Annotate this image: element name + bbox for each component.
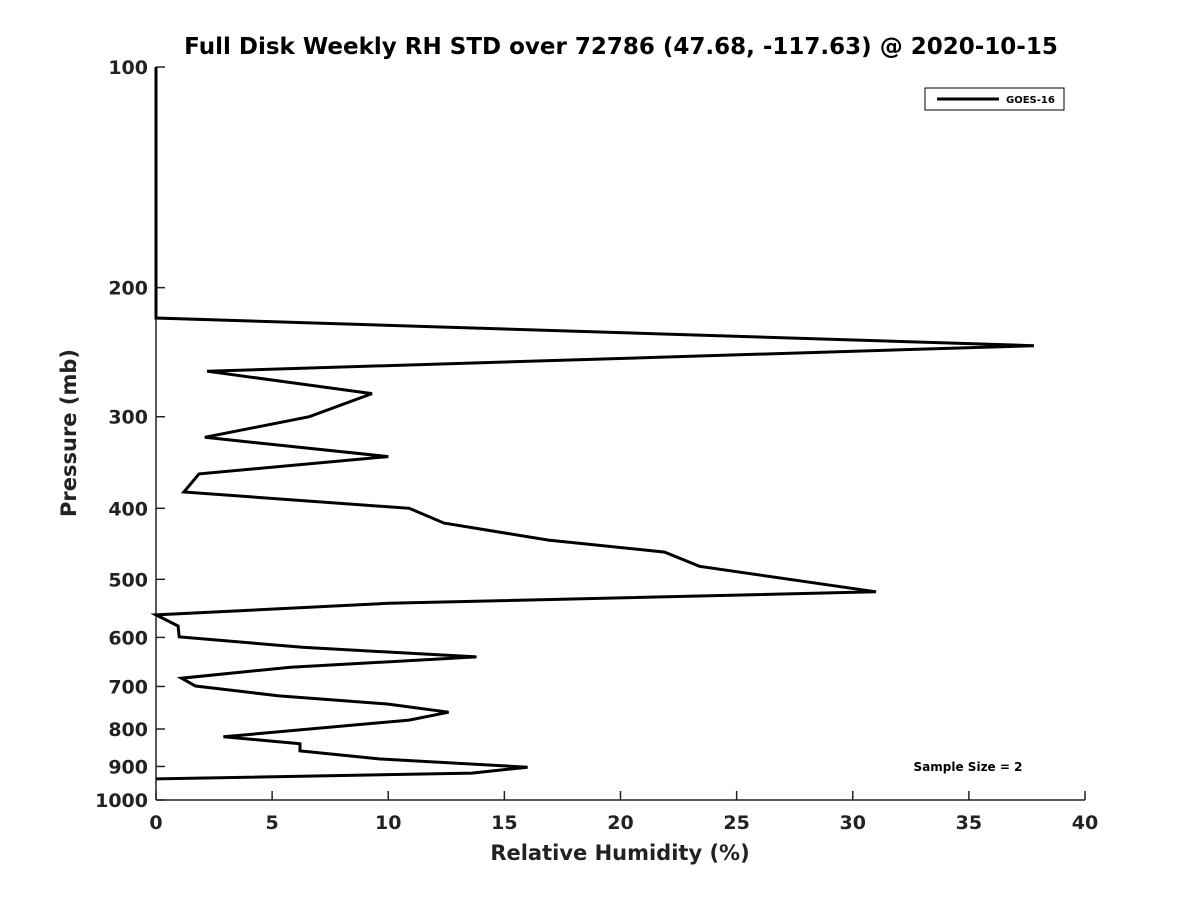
y-tick-label: 500: [108, 569, 148, 591]
axes: [155, 67, 1085, 801]
y-tick-label: 700: [108, 676, 148, 698]
y-axis-label: Pressure (mb): [57, 349, 81, 517]
y-tick-label: 400: [108, 498, 148, 520]
y-tick-label: 800: [108, 719, 148, 741]
series-line-goes-16: [150, 67, 1034, 781]
x-ticks: 0 5 10 15 20 25 30 35 40: [149, 791, 1098, 834]
x-tick-label: 5: [266, 812, 279, 834]
series-layer: [150, 66, 1035, 781]
chart-title: Full Disk Weekly RH STD over 72786 (47.6…: [184, 34, 1058, 60]
y-tick-label: 1000: [95, 790, 148, 812]
x-axis-label: Relative Humidity (%): [490, 841, 749, 865]
x-tick-label: 10: [375, 812, 401, 834]
y-tick-label: 600: [108, 627, 148, 649]
x-tick-label: 20: [607, 812, 633, 834]
legend: GOES-16: [924, 87, 1065, 111]
x-tick-label: 40: [1072, 812, 1098, 834]
y-tick-label: 300: [108, 407, 148, 429]
x-tick-label: 30: [840, 812, 866, 834]
legend-label-goes-16: GOES-16: [1006, 95, 1055, 106]
x-tick-label: 25: [723, 812, 749, 834]
sample-size-annotation: Sample Size = 2: [914, 760, 1023, 774]
y-tick-label: 100: [108, 57, 148, 79]
y-tick-label: 200: [108, 278, 148, 300]
x-tick-label: 15: [491, 812, 517, 834]
x-tick-label: 0: [149, 812, 162, 834]
y-ticks: 100 200 300 400 500 600 700 800 900 1000: [95, 57, 165, 812]
y-tick-label: 900: [108, 756, 148, 778]
x-tick-label: 35: [956, 812, 982, 834]
